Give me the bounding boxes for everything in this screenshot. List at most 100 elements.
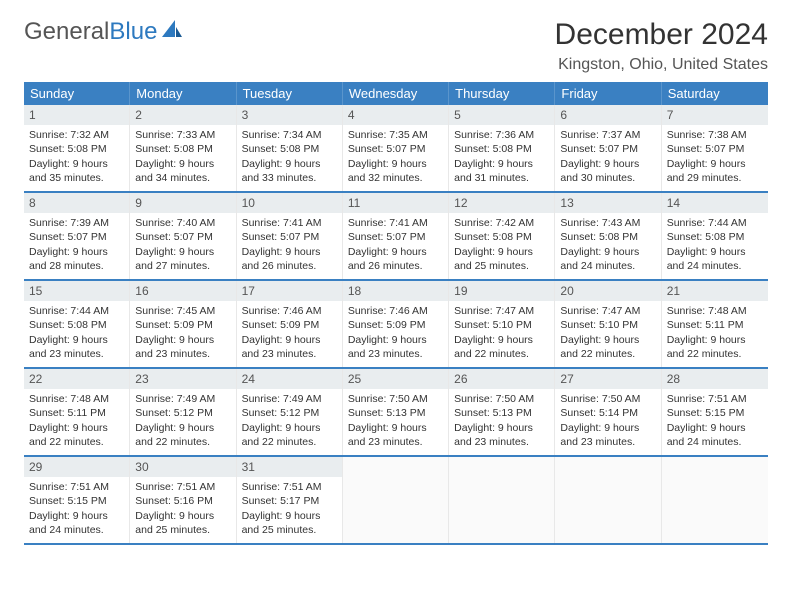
day-body: Sunrise: 7:43 AMSunset: 5:08 PMDaylight:… — [555, 213, 660, 278]
daylight-line: Daylight: 9 hours and 22 minutes. — [560, 333, 655, 361]
daylight-line: Daylight: 9 hours and 26 minutes. — [242, 245, 337, 273]
sunset-line: Sunset: 5:07 PM — [29, 230, 124, 244]
day-cell — [662, 457, 768, 543]
header: GeneralBlue December 2024 Kingston, Ohio… — [0, 0, 792, 82]
sunset-line: Sunset: 5:12 PM — [242, 406, 337, 420]
weekday-header-cell: Friday — [555, 82, 661, 105]
day-number: 31 — [237, 457, 342, 477]
logo-text-blue: Blue — [109, 18, 157, 46]
daylight-line: Daylight: 9 hours and 34 minutes. — [135, 157, 230, 185]
sunrise-line: Sunrise: 7:48 AM — [29, 392, 124, 406]
day-body: Sunrise: 7:50 AMSunset: 5:13 PMDaylight:… — [343, 389, 448, 454]
day-cell: 10Sunrise: 7:41 AMSunset: 5:07 PMDayligh… — [237, 193, 343, 279]
sunset-line: Sunset: 5:07 PM — [135, 230, 230, 244]
day-body: Sunrise: 7:51 AMSunset: 5:15 PMDaylight:… — [24, 477, 129, 542]
logo: GeneralBlue — [24, 18, 183, 46]
day-body: Sunrise: 7:37 AMSunset: 5:07 PMDaylight:… — [555, 125, 660, 190]
day-body: Sunrise: 7:32 AMSunset: 5:08 PMDaylight:… — [24, 125, 129, 190]
daylight-line: Daylight: 9 hours and 33 minutes. — [242, 157, 337, 185]
day-cell: 2Sunrise: 7:33 AMSunset: 5:08 PMDaylight… — [130, 105, 236, 191]
day-body: Sunrise: 7:51 AMSunset: 5:17 PMDaylight:… — [237, 477, 342, 542]
weekday-header-cell: Saturday — [662, 82, 768, 105]
weekday-header-cell: Thursday — [449, 82, 555, 105]
sunrise-line: Sunrise: 7:51 AM — [135, 480, 230, 494]
day-number: 15 — [24, 281, 129, 301]
day-cell — [449, 457, 555, 543]
day-number: 14 — [662, 193, 768, 213]
day-number: 25 — [343, 369, 448, 389]
day-body: Sunrise: 7:51 AMSunset: 5:15 PMDaylight:… — [662, 389, 768, 454]
daylight-line: Daylight: 9 hours and 25 minutes. — [454, 245, 549, 273]
day-body: Sunrise: 7:48 AMSunset: 5:11 PMDaylight:… — [662, 301, 768, 366]
daylight-line: Daylight: 9 hours and 27 minutes. — [135, 245, 230, 273]
title-block: December 2024 Kingston, Ohio, United Sta… — [555, 18, 768, 74]
sunset-line: Sunset: 5:09 PM — [348, 318, 443, 332]
day-body: Sunrise: 7:40 AMSunset: 5:07 PMDaylight:… — [130, 213, 235, 278]
day-number: 16 — [130, 281, 235, 301]
sunrise-line: Sunrise: 7:33 AM — [135, 128, 230, 142]
weekday-header-row: SundayMondayTuesdayWednesdayThursdayFrid… — [24, 82, 768, 105]
sunrise-line: Sunrise: 7:46 AM — [242, 304, 337, 318]
daylight-line: Daylight: 9 hours and 25 minutes. — [242, 509, 337, 537]
day-cell: 23Sunrise: 7:49 AMSunset: 5:12 PMDayligh… — [130, 369, 236, 455]
day-body: Sunrise: 7:46 AMSunset: 5:09 PMDaylight:… — [343, 301, 448, 366]
daylight-line: Daylight: 9 hours and 29 minutes. — [667, 157, 763, 185]
day-body: Sunrise: 7:35 AMSunset: 5:07 PMDaylight:… — [343, 125, 448, 190]
sunrise-line: Sunrise: 7:40 AM — [135, 216, 230, 230]
day-cell: 18Sunrise: 7:46 AMSunset: 5:09 PMDayligh… — [343, 281, 449, 367]
sunset-line: Sunset: 5:07 PM — [560, 142, 655, 156]
sunset-line: Sunset: 5:16 PM — [135, 494, 230, 508]
day-cell: 3Sunrise: 7:34 AMSunset: 5:08 PMDaylight… — [237, 105, 343, 191]
sunset-line: Sunset: 5:14 PM — [560, 406, 655, 420]
sunrise-line: Sunrise: 7:49 AM — [242, 392, 337, 406]
sunrise-line: Sunrise: 7:51 AM — [667, 392, 763, 406]
day-cell: 28Sunrise: 7:51 AMSunset: 5:15 PMDayligh… — [662, 369, 768, 455]
day-cell: 11Sunrise: 7:41 AMSunset: 5:07 PMDayligh… — [343, 193, 449, 279]
sunset-line: Sunset: 5:10 PM — [454, 318, 549, 332]
location-text: Kingston, Ohio, United States — [555, 56, 768, 74]
day-cell: 7Sunrise: 7:38 AMSunset: 5:07 PMDaylight… — [662, 105, 768, 191]
day-number: 3 — [237, 105, 342, 125]
day-body: Sunrise: 7:36 AMSunset: 5:08 PMDaylight:… — [449, 125, 554, 190]
daylight-line: Daylight: 9 hours and 23 minutes. — [454, 421, 549, 449]
day-number: 5 — [449, 105, 554, 125]
sunset-line: Sunset: 5:08 PM — [454, 142, 549, 156]
day-cell: 17Sunrise: 7:46 AMSunset: 5:09 PMDayligh… — [237, 281, 343, 367]
daylight-line: Daylight: 9 hours and 24 minutes. — [560, 245, 655, 273]
day-number: 17 — [237, 281, 342, 301]
sunset-line: Sunset: 5:17 PM — [242, 494, 337, 508]
day-number: 8 — [24, 193, 129, 213]
sunset-line: Sunset: 5:08 PM — [667, 230, 763, 244]
day-cell: 13Sunrise: 7:43 AMSunset: 5:08 PMDayligh… — [555, 193, 661, 279]
daylight-line: Daylight: 9 hours and 26 minutes. — [348, 245, 443, 273]
logo-text-general: General — [24, 18, 109, 46]
sunrise-line: Sunrise: 7:32 AM — [29, 128, 124, 142]
day-body: Sunrise: 7:47 AMSunset: 5:10 PMDaylight:… — [449, 301, 554, 366]
day-number: 12 — [449, 193, 554, 213]
sunrise-line: Sunrise: 7:38 AM — [667, 128, 763, 142]
day-cell: 12Sunrise: 7:42 AMSunset: 5:08 PMDayligh… — [449, 193, 555, 279]
daylight-line: Daylight: 9 hours and 31 minutes. — [454, 157, 549, 185]
sunset-line: Sunset: 5:08 PM — [242, 142, 337, 156]
sunrise-line: Sunrise: 7:41 AM — [242, 216, 337, 230]
sunset-line: Sunset: 5:07 PM — [348, 230, 443, 244]
day-number: 20 — [555, 281, 660, 301]
day-number: 11 — [343, 193, 448, 213]
daylight-line: Daylight: 9 hours and 23 minutes. — [348, 421, 443, 449]
day-body: Sunrise: 7:44 AMSunset: 5:08 PMDaylight:… — [662, 213, 768, 278]
sunrise-line: Sunrise: 7:51 AM — [242, 480, 337, 494]
day-cell: 20Sunrise: 7:47 AMSunset: 5:10 PMDayligh… — [555, 281, 661, 367]
logo-sail-icon — [161, 18, 183, 46]
sunrise-line: Sunrise: 7:44 AM — [29, 304, 124, 318]
sunset-line: Sunset: 5:08 PM — [560, 230, 655, 244]
day-body: Sunrise: 7:47 AMSunset: 5:10 PMDaylight:… — [555, 301, 660, 366]
day-cell: 14Sunrise: 7:44 AMSunset: 5:08 PMDayligh… — [662, 193, 768, 279]
day-cell: 25Sunrise: 7:50 AMSunset: 5:13 PMDayligh… — [343, 369, 449, 455]
sunrise-line: Sunrise: 7:50 AM — [348, 392, 443, 406]
day-number: 6 — [555, 105, 660, 125]
daylight-line: Daylight: 9 hours and 24 minutes. — [667, 245, 763, 273]
day-number: 13 — [555, 193, 660, 213]
day-body: Sunrise: 7:34 AMSunset: 5:08 PMDaylight:… — [237, 125, 342, 190]
sunset-line: Sunset: 5:08 PM — [454, 230, 549, 244]
day-number: 22 — [24, 369, 129, 389]
